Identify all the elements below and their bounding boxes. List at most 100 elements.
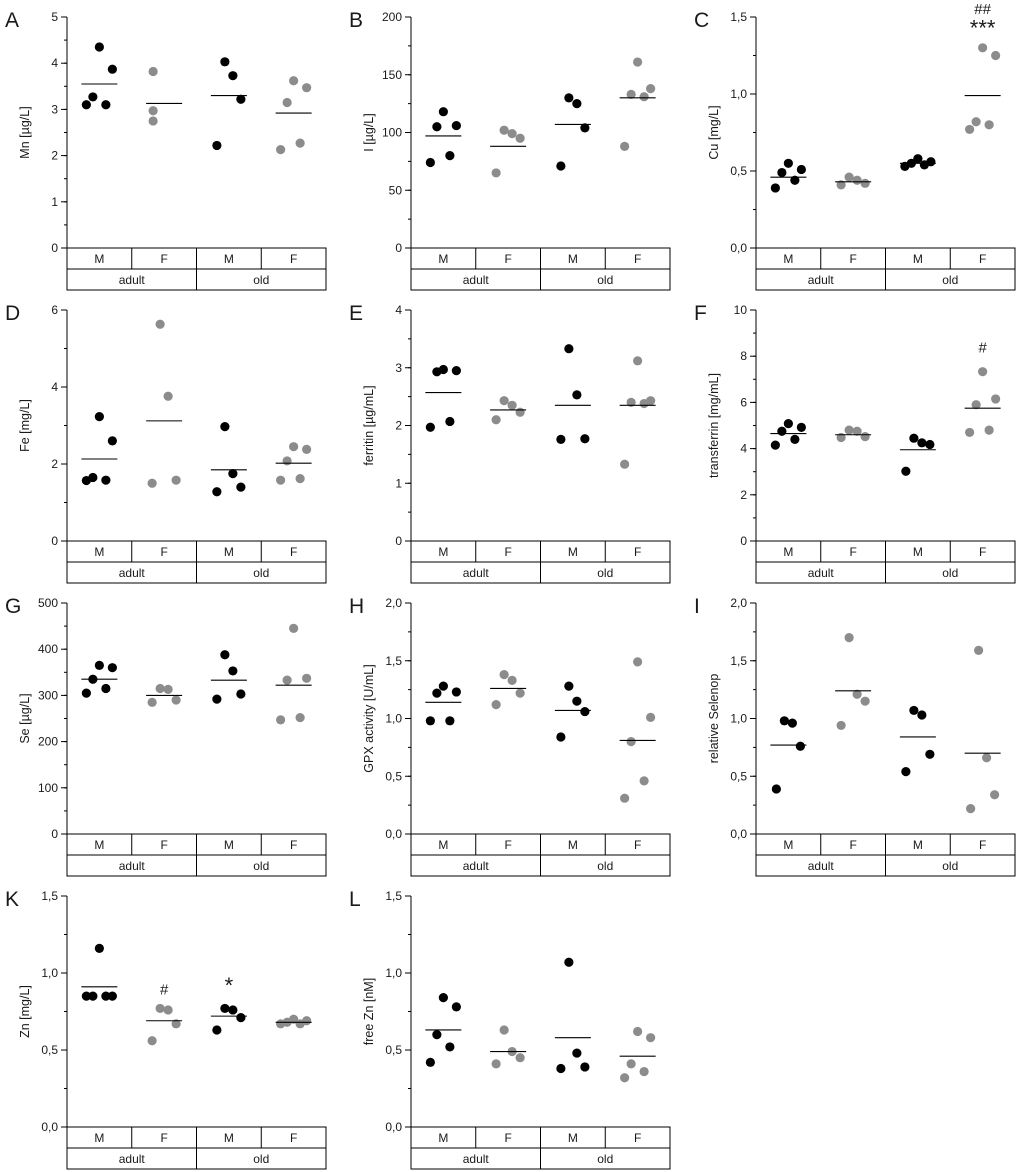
data-point [796, 422, 806, 432]
data-point [984, 425, 994, 435]
y-tick-label: 6 [740, 395, 747, 409]
y-tick-label: 3 [51, 102, 58, 116]
y-tick-label: 0 [51, 241, 58, 255]
data-point [220, 422, 230, 432]
data-point [770, 440, 780, 450]
sex-label: M [438, 252, 448, 266]
data-point [451, 687, 461, 697]
data-point [282, 675, 292, 685]
data-point [438, 107, 448, 117]
y-tick-label: 0,0 [41, 1120, 58, 1134]
y-axis-label: I [µg/L] [362, 113, 376, 151]
data-point [499, 1025, 509, 1035]
data-point [445, 151, 455, 161]
y-axis-label: GPX activity [U/mL] [362, 664, 376, 772]
sex-label: F [160, 545, 167, 559]
data-point [966, 803, 976, 814]
data-point [147, 478, 157, 488]
y-tick-label: 1,5 [730, 10, 747, 24]
sex-label: M [913, 252, 923, 266]
data-point [779, 716, 789, 726]
data-point [88, 92, 98, 102]
y-tick-label: 0,5 [385, 1043, 402, 1057]
data-point [852, 689, 862, 699]
y-tick-label: 1,5 [385, 654, 402, 668]
data-point [491, 700, 501, 710]
data-point [228, 469, 238, 479]
data-point [236, 482, 246, 492]
panel-letter: G [5, 595, 21, 618]
panel-letter: H [349, 595, 364, 618]
data-point [302, 673, 312, 683]
sex-label: F [160, 1131, 167, 1145]
y-tick-label: 1 [395, 476, 402, 490]
y-tick-label: 100 [38, 781, 58, 795]
y-tick-label: 200 [382, 10, 402, 24]
data-point [499, 670, 509, 680]
sex-label: F [504, 545, 511, 559]
y-tick-label: 50 [389, 183, 403, 197]
sex-label: F [849, 545, 856, 559]
data-point [171, 1019, 181, 1029]
sex-label: M [94, 838, 104, 852]
data-point [107, 663, 117, 673]
age-group-label: adult [119, 566, 146, 580]
sex-label: F [634, 252, 641, 266]
data-point [974, 645, 984, 655]
significance-marker: *** [970, 15, 996, 40]
data-point [646, 1033, 656, 1043]
data-point [438, 993, 448, 1003]
data-point [982, 753, 992, 763]
data-point [556, 434, 566, 444]
age-group-label: old [597, 566, 613, 580]
sex-label: F [634, 838, 641, 852]
data-point [107, 64, 117, 74]
data-point [507, 129, 517, 139]
data-point [282, 97, 292, 108]
sex-label: F [160, 838, 167, 852]
sex-label: M [568, 545, 578, 559]
significance-marker: # [160, 982, 169, 999]
data-point [909, 433, 919, 443]
data-point [971, 400, 981, 410]
data-point [913, 154, 923, 164]
y-tick-label: 2,0 [730, 596, 747, 610]
y-tick-label: 1,5 [730, 654, 747, 668]
data-point [451, 366, 461, 376]
data-point [777, 167, 787, 178]
significance-marker: * [225, 973, 234, 998]
data-point [564, 344, 574, 354]
data-point [212, 487, 222, 497]
data-point [633, 657, 643, 667]
data-point [445, 1042, 455, 1052]
sex-label: M [438, 838, 448, 852]
data-point [626, 397, 636, 407]
panel-letter: B [349, 9, 363, 32]
y-tick-label: 1,0 [385, 966, 402, 980]
data-point [148, 66, 158, 77]
sex-label: F [979, 838, 986, 852]
sex-label: M [568, 1131, 578, 1145]
data-point [425, 157, 435, 168]
y-tick-label: 1,0 [730, 712, 747, 726]
data-point [925, 749, 935, 759]
data-point [580, 706, 590, 717]
y-tick-label: 2 [51, 457, 58, 471]
data-point [836, 180, 846, 190]
age-group-label: adult [119, 859, 146, 873]
data-point [926, 157, 936, 167]
y-axis-label: relative Selenop [707, 674, 721, 764]
data-point [276, 715, 286, 725]
panel-letter: A [5, 9, 19, 32]
data-point [965, 427, 975, 438]
y-tick-label: 8 [740, 349, 747, 363]
data-point [556, 732, 566, 742]
data-point [909, 705, 919, 716]
sex-label: M [224, 838, 234, 852]
y-tick-label: 1,5 [385, 889, 402, 903]
data-point [777, 426, 787, 436]
data-point [556, 161, 566, 171]
age-group-label: adult [463, 273, 490, 287]
